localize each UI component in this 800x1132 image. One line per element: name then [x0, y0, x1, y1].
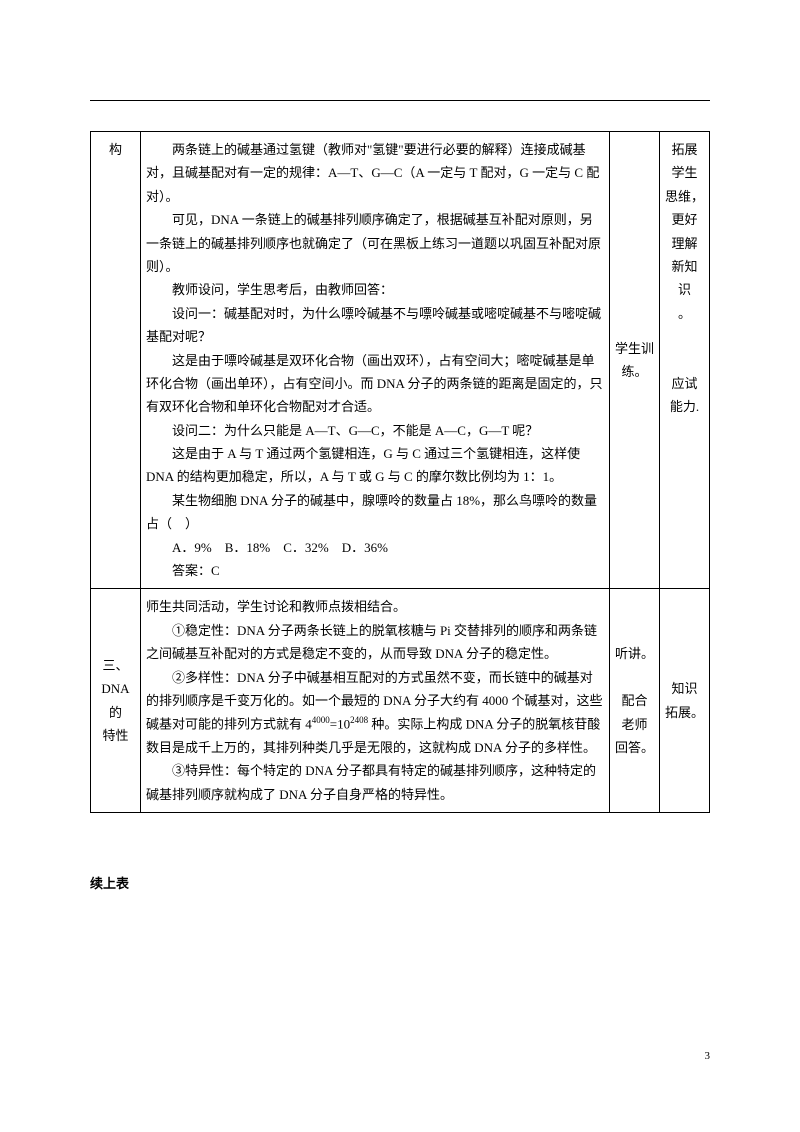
text-line: 新知	[665, 255, 704, 278]
paragraph: 师生共同活动，学生讨论和教师点拨相结合。	[146, 595, 604, 618]
paragraph: 教师设问，学生思考后，由教师回答：	[146, 278, 604, 301]
superscript: 4000	[312, 715, 330, 725]
paragraph: 这是由于嘌呤碱基是双环化合物（画出双环），占有空间大；嘧啶碱基是单环化合物（画出…	[146, 349, 604, 419]
header-rule	[90, 100, 710, 101]
text-line: 理解	[665, 232, 704, 255]
text-line: 能力.	[665, 395, 704, 418]
text-line: 思维，	[665, 185, 704, 208]
superscript: 2408	[350, 715, 368, 725]
row1-col4: 拓展 学生 思维， 更好 理解 新知 识 。 应试 能力.	[660, 132, 710, 589]
row2-col4: 知识 拓展。	[660, 589, 710, 813]
row2-col1: 三、 DNA 的 特性	[91, 589, 141, 813]
text-span: =10	[330, 717, 350, 732]
text-line: 拓展。	[665, 701, 704, 724]
text-line: 识	[665, 278, 704, 301]
text-line: 配合	[615, 689, 654, 712]
text-line: 老师	[615, 713, 654, 736]
continue-label: 续上表	[90, 873, 710, 892]
text-line: 三、	[96, 654, 135, 677]
text-line	[615, 666, 654, 689]
text-line: DNA 的	[96, 677, 135, 724]
text-line	[665, 325, 704, 348]
row1-col2: 两条链上的碱基通过氢键（教师对"氢键"要进行必要的解释）连接成碱基对，且碱基配对…	[141, 132, 610, 589]
text-line: 更好	[665, 208, 704, 231]
text-line: 特性	[96, 724, 135, 747]
row2-col2: 师生共同活动，学生讨论和教师点拨相结合。 ①稳定性：DNA 分子两条长链上的脱氧…	[141, 589, 610, 813]
row2-col3: 听讲。 配合 老师 回答。	[610, 589, 660, 813]
paragraph: 答案：C	[146, 559, 604, 582]
text-line: 。	[665, 302, 704, 325]
paragraph: 这是由于 A 与 T 通过两个氢键相连，G 与 C 通过三个氢键相连，这样使 D…	[146, 442, 604, 489]
paragraph: 设问二：为什么只能是 A—T、G—C，不能是 A—C，G—T 呢？	[146, 419, 604, 442]
text-line: 听讲。	[615, 642, 654, 665]
paragraph: ②多样性：DNA 分子中碱基相互配对的方式虽然不变，而长链中的碱基对的排列顺序是…	[146, 666, 604, 760]
paragraph: 某生物细胞 DNA 分子的碱基中，腺嘌呤的数量占 18%，那么鸟嘌呤的数量占（ …	[146, 489, 604, 536]
lesson-table: 构 两条链上的碱基通过氢键（教师对"氢键"要进行必要的解释）连接成碱基对，且碱基…	[90, 131, 710, 813]
text-line	[665, 349, 704, 372]
row1-col3: 学生训练。	[610, 132, 660, 589]
text-line: 学生	[665, 161, 704, 184]
paragraph: 可见，DNA 一条链上的碱基排列顺序确定了，根据碱基互补配对原则，另一条链上的碱…	[146, 208, 604, 278]
text-line: 知识	[665, 677, 704, 700]
row1-col1: 构	[91, 132, 141, 589]
paragraph: 两条链上的碱基通过氢键（教师对"氢键"要进行必要的解释）连接成碱基对，且碱基配对…	[146, 138, 604, 208]
text-line: 回答。	[615, 736, 654, 759]
paragraph: A．9% B．18% C．32% D．36%	[146, 536, 604, 559]
text-line: 拓展	[665, 138, 704, 161]
page-number: 3	[705, 1050, 711, 1062]
paragraph: 设问一：碱基配对时，为什么嘌呤碱基不与嘌呤碱基或嘧啶碱基不与嘧啶碱基配对呢？	[146, 302, 604, 349]
paragraph: ①稳定性：DNA 分子两条长链上的脱氧核糖与 Pi 交替排列的顺序和两条链之间碱…	[146, 619, 604, 666]
paragraph: ③特异性：每个特定的 DNA 分子都具有特定的碱基排列顺序，这种特定的碱基排列顺…	[146, 759, 604, 806]
table-row: 三、 DNA 的 特性 师生共同活动，学生讨论和教师点拨相结合。 ①稳定性：DN…	[91, 589, 710, 813]
text-line: 应试	[665, 372, 704, 395]
